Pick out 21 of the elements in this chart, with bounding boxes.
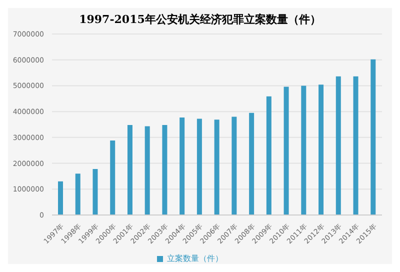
bar xyxy=(336,76,341,215)
bar xyxy=(92,168,98,215)
bar xyxy=(249,112,254,215)
bar xyxy=(110,140,116,215)
chart-title: 1997-2015年公安机关经济犯罪立案数量（件） xyxy=(78,12,322,28)
bar xyxy=(232,116,237,215)
bar xyxy=(301,86,306,215)
bar xyxy=(353,76,358,215)
bar xyxy=(196,118,202,215)
bar xyxy=(162,125,168,215)
bar xyxy=(370,59,376,215)
bar xyxy=(284,86,289,215)
bar xyxy=(144,126,150,215)
bar xyxy=(214,120,220,215)
bar xyxy=(318,84,324,215)
bar xyxy=(75,174,80,215)
bar xyxy=(127,125,132,215)
bar xyxy=(180,118,185,215)
bar xyxy=(58,181,63,215)
legend-label: 立案数量（件） xyxy=(167,254,223,263)
bar xyxy=(266,96,272,215)
